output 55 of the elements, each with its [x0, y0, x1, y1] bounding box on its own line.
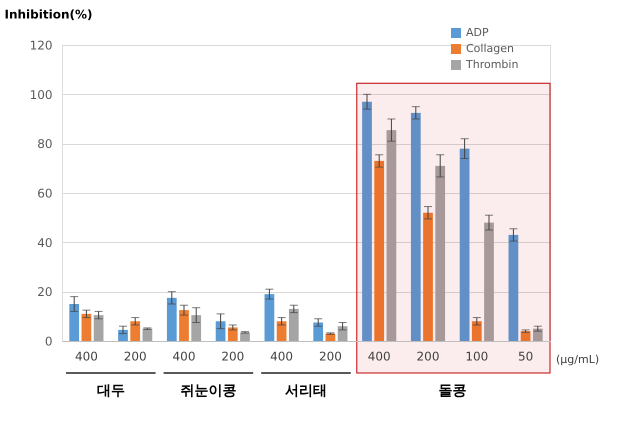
bar: [410, 112, 421, 341]
y-tick-label: 60: [37, 186, 52, 200]
bar: [94, 315, 104, 341]
bar: [166, 298, 177, 341]
bar: [179, 310, 189, 341]
x-tick-label: 400: [74, 350, 98, 364]
x-tick-label: 200: [124, 350, 147, 364]
y-axis-title: Inhibition(%): [4, 8, 92, 22]
bar: [460, 148, 470, 341]
x-tick-label: 100: [465, 350, 488, 364]
legend-label: ADP: [466, 26, 489, 39]
text: 돌콩: [438, 383, 466, 399]
bar: [362, 102, 372, 341]
bar: [472, 321, 482, 341]
bar: [423, 212, 433, 341]
bar: [82, 314, 92, 341]
legend-label: Collagen: [466, 42, 514, 55]
x-tick-label: 400: [172, 350, 196, 364]
y-tick-label: 40: [37, 236, 52, 250]
legend-label: Thrombin: [465, 58, 518, 71]
x-tick-label: 200: [221, 350, 244, 364]
x-tick-label: 400: [270, 350, 294, 364]
bar: [520, 331, 530, 341]
bar: [276, 321, 286, 341]
bar: [338, 326, 348, 341]
x-tick-label: 50: [518, 350, 534, 364]
bar: [216, 321, 226, 341]
bar: [228, 327, 238, 341]
text: 쥐눈이콩: [180, 383, 236, 399]
bar: [118, 330, 128, 341]
y-tick-label: 0: [44, 334, 52, 348]
bar: [69, 304, 80, 341]
y-tick-label: 100: [30, 88, 52, 102]
x-tick-label: 400: [368, 350, 391, 364]
y-tick-label: 120: [30, 38, 52, 52]
text: 서리태: [285, 383, 327, 399]
y-tick-label: 20: [37, 285, 52, 300]
bar: [240, 332, 250, 341]
bar: [191, 315, 202, 341]
bar: [313, 322, 324, 341]
bar: [130, 321, 140, 341]
bar: [374, 160, 384, 341]
bar: [508, 234, 518, 341]
text: 대두: [96, 383, 125, 399]
bar: [142, 328, 152, 341]
x-tick-label: 200: [416, 350, 440, 364]
bar: [435, 166, 446, 341]
y-tick-label: 80: [37, 137, 52, 152]
bar: [386, 130, 396, 341]
bar: [484, 222, 494, 341]
x-tick-label: 200: [318, 350, 342, 364]
bar: [288, 308, 299, 341]
bar: [264, 294, 274, 341]
bar: [532, 328, 543, 341]
text: (μg/mL): [556, 353, 600, 366]
